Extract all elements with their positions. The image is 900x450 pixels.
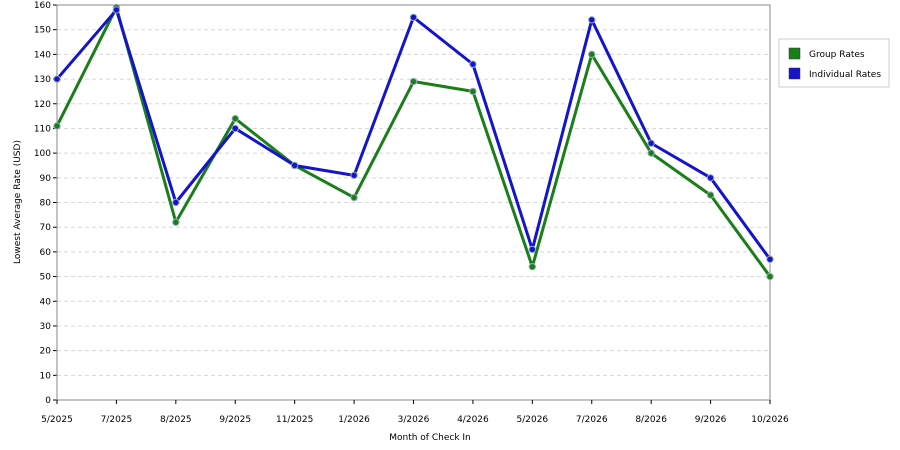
y-tick-label: 160 xyxy=(34,1,51,11)
x-tick-label: 7/2025 xyxy=(101,415,133,425)
data-point xyxy=(53,122,61,130)
data-point xyxy=(469,60,477,68)
y-tick-label: 70 xyxy=(40,223,52,233)
data-point xyxy=(172,198,180,207)
data-point xyxy=(706,174,715,182)
y-tick-label: 100 xyxy=(34,149,51,159)
x-tick-label: 10/2026 xyxy=(751,415,789,425)
y-tick-label: 130 xyxy=(34,75,51,85)
x-tick-label: 5/2026 xyxy=(516,415,548,425)
x-tick-label: 8/2026 xyxy=(635,415,667,425)
y-tick-label: 50 xyxy=(40,273,52,283)
data-point xyxy=(647,149,655,157)
legend-swatch xyxy=(788,47,801,60)
y-tick-label: 40 xyxy=(40,297,52,307)
data-point xyxy=(766,272,774,281)
y-tick-label: 110 xyxy=(34,124,51,134)
data-point xyxy=(172,218,180,226)
data-point xyxy=(53,75,61,83)
data-point xyxy=(469,87,477,96)
data-point xyxy=(231,124,239,133)
y-tick-label: 30 xyxy=(40,322,52,332)
data-point xyxy=(409,77,418,86)
y-tick-label: 60 xyxy=(40,248,52,258)
x-tick-label: 9/2026 xyxy=(695,415,727,425)
x-tick-label: 11/2025 xyxy=(276,415,313,425)
data-point xyxy=(588,16,596,24)
y-tick-label: 140 xyxy=(34,50,51,60)
x-tick-label: 5/2025 xyxy=(41,415,73,425)
x-tick-label: 8/2025 xyxy=(160,415,192,425)
y-tick-label: 90 xyxy=(40,174,52,184)
data-point xyxy=(588,50,596,59)
y-tick-label: 0 xyxy=(45,396,51,406)
y-tick-label: 20 xyxy=(40,347,52,357)
data-point xyxy=(706,191,715,199)
series-line xyxy=(55,8,772,261)
x-tick-label: 1/2026 xyxy=(338,415,370,425)
legend-label: Individual Rates xyxy=(809,70,881,80)
data-point xyxy=(112,6,121,14)
y-tick-label: 150 xyxy=(34,26,51,36)
x-tick-label: 4/2026 xyxy=(457,415,489,425)
data-point xyxy=(350,171,358,180)
data-point xyxy=(528,245,537,254)
x-tick-label: 3/2026 xyxy=(398,415,430,425)
legend-swatch xyxy=(788,67,801,80)
data-point xyxy=(647,139,655,147)
data-point xyxy=(528,262,537,271)
y-tick-label: 80 xyxy=(40,199,52,209)
data-point xyxy=(231,114,239,123)
data-point xyxy=(766,255,774,263)
y-axis-label: Lowest Average Rate (USD) xyxy=(13,140,23,264)
x-axis-label: Month of Check In xyxy=(389,433,471,443)
data-point xyxy=(409,13,418,22)
legend-label: Group Rates xyxy=(809,50,865,60)
data-point xyxy=(290,161,299,170)
x-tick-label: 7/2026 xyxy=(576,415,608,425)
y-tick-label: 10 xyxy=(40,371,52,381)
data-point xyxy=(350,193,358,202)
series-line xyxy=(55,5,772,278)
y-tick-label: 120 xyxy=(34,100,51,110)
x-tick-label: 9/2025 xyxy=(219,415,251,425)
